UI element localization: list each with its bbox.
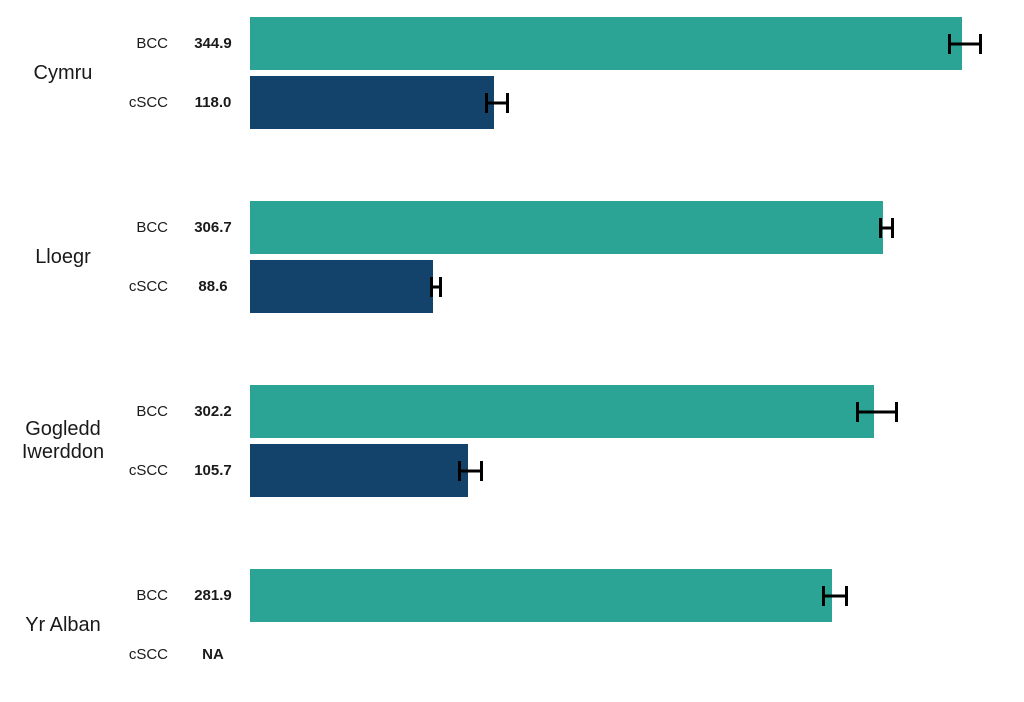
error-bar (429, 276, 442, 297)
region-group: Lloegr BCC 306.7 cSCC 88.6 (0, 201, 1024, 313)
bar-track (250, 444, 1024, 497)
value-label: 88.6 (198, 278, 228, 295)
bar-track (250, 76, 1024, 129)
cscc-bar (250, 76, 494, 129)
region-rows: BCC 302.2 cSCC 105.7 (126, 385, 1024, 497)
region-label: Gogledd Iwerddon (21, 418, 105, 463)
error-bar-line (460, 469, 481, 472)
bcc-bar (250, 17, 963, 70)
error-bar-line (881, 226, 891, 229)
error-bar (878, 217, 894, 238)
bcc-bar (250, 201, 884, 254)
value-label: 344.9 (194, 35, 232, 52)
error-bar-line (858, 410, 896, 413)
series-label: cSCC (128, 646, 168, 663)
error-bar-line (950, 42, 980, 45)
bar-track (250, 201, 1024, 254)
bar-row: cSCC 118.0 (126, 76, 1024, 129)
value-label: 105.7 (194, 462, 232, 479)
error-bar-line (488, 101, 506, 104)
bar-track (250, 569, 1024, 622)
bar-row: cSCC NA (126, 628, 1024, 681)
bar-track (250, 17, 1024, 70)
bar-row: BCC 302.2 (126, 385, 1024, 438)
bar-row: cSCC 105.7 (126, 444, 1024, 497)
value-label: 118.0 (194, 94, 232, 111)
error-bar (855, 401, 899, 422)
value-label: 302.2 (194, 403, 232, 420)
error-bar (822, 585, 848, 606)
bcc-bar (250, 385, 874, 438)
value-label: 306.7 (194, 219, 232, 236)
cscc-bar (250, 444, 469, 497)
bcc-bar (250, 569, 833, 622)
region-group: Yr Alban BCC 281.9 cSCC NA (0, 569, 1024, 681)
region-group: Gogledd Iwerddon BCC 302.2 cSCC 105.7 (0, 385, 1024, 497)
error-bar (457, 460, 484, 481)
bar-track (250, 628, 1024, 681)
region-group: Cymru BCC 344.9 cSCC 118.0 (0, 17, 1024, 129)
series-label: BCC (136, 35, 168, 52)
region-rows: BCC 281.9 cSCC NA (126, 569, 1024, 681)
error-bar (485, 92, 509, 113)
bar-row: BCC 281.9 (126, 569, 1024, 622)
bar-track (250, 260, 1024, 313)
value-label: NA (202, 646, 224, 663)
bar-row: BCC 306.7 (126, 201, 1024, 254)
series-label: BCC (136, 587, 168, 604)
cscc-bar (250, 260, 433, 313)
value-label: 281.9 (194, 587, 232, 604)
region-label: Yr Alban (25, 613, 101, 636)
region-label: Lloegr (35, 245, 91, 268)
series-label: cSCC (128, 94, 168, 111)
series-label: cSCC (128, 278, 168, 295)
error-bar (947, 33, 983, 54)
error-bar-line (432, 285, 439, 288)
error-bar-line (825, 594, 845, 597)
series-label: BCC (136, 403, 168, 420)
series-label: BCC (136, 219, 168, 236)
series-label: cSCC (128, 462, 168, 479)
bar-row: BCC 344.9 (126, 17, 1024, 70)
bar-row: cSCC 88.6 (126, 260, 1024, 313)
bar-track (250, 385, 1024, 438)
region-rows: BCC 306.7 cSCC 88.6 (126, 201, 1024, 313)
region-label: Cymru (33, 61, 93, 84)
region-rows: BCC 344.9 cSCC 118.0 (126, 17, 1024, 129)
